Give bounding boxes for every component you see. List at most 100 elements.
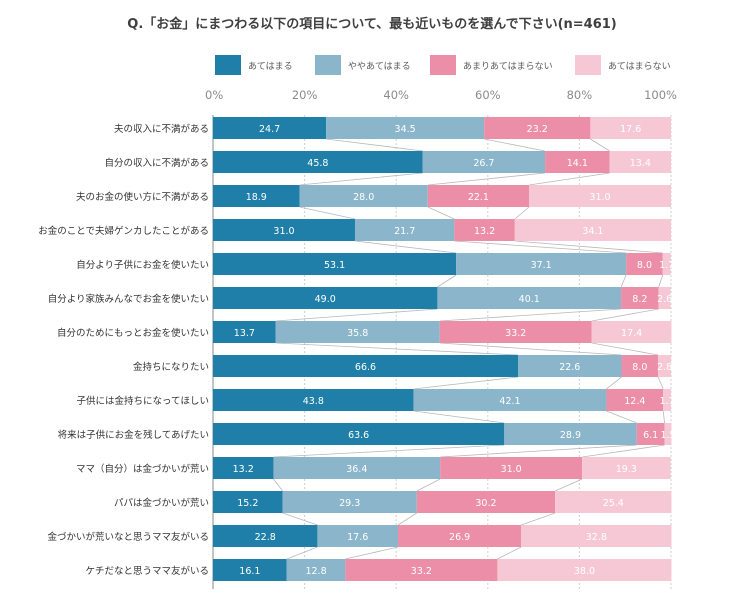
bar-segment [626,253,663,275]
category-label: 金づかいが荒いなと思うママ友がいる [47,531,209,543]
series-connector [413,376,519,390]
bar-segment [213,457,274,479]
bar-value-label: 8.0 [637,260,652,271]
bar-segment [521,525,672,547]
chart-title: Q.「お金」にまつわる以下の項目について、最も近いものを選んで下さい(n=461… [127,16,616,32]
bar-value-label: 29.3 [339,498,360,509]
category-labels: 夫の収入に不満がある自分の収入に不満がある夫のお金の使い方に不満があるお金のこと… [38,123,209,577]
bar-segment [609,151,671,173]
series-connector [554,478,583,492]
bar-segment [299,185,428,207]
bar-segment [662,253,671,275]
bar-value-label: 17.6 [620,124,641,135]
series-connector [282,512,318,526]
series-connector [606,410,637,424]
x-tick-label: 20% [292,88,318,102]
bar-segment [213,355,519,377]
bar-segment [416,491,556,513]
legend-swatch-2 [315,55,341,75]
bar-value-label: 33.2 [411,566,432,577]
bar-segment [213,219,355,241]
bar-segment [213,389,414,411]
series-connector [658,274,664,288]
category-label: ママ（自分）は金づかいが荒い [76,463,209,475]
bar-segment [591,321,672,343]
bar-value-label: 1.5 [660,430,675,441]
bar-value-label: 16.1 [239,566,260,577]
bar-segment [213,185,300,207]
category-label: ケチだなと思うママ友がいる [85,565,209,577]
bar-segment [590,117,671,139]
bar-value-label: 19.3 [616,464,637,475]
series-connector [299,172,423,186]
bar-segment [555,491,672,513]
bar-segment [439,321,592,343]
bar-value-label: 31.0 [273,226,294,237]
series-connector [582,444,665,458]
series-connector [591,308,659,322]
bar-value-label: 12.8 [305,566,326,577]
bar-segment [663,389,671,411]
bar-segment [545,151,610,173]
series-connector [620,274,627,288]
x-tick-label: 0% [205,88,223,102]
bar-value-label: 22.6 [559,362,580,373]
bar-segment [213,559,287,581]
bar-value-label: 1.7 [659,260,674,271]
bar-segment [437,287,622,309]
bar-value-label: 53.1 [324,260,345,271]
bar-value-label: 40.1 [519,294,540,305]
category-label: 自分の収入に不満がある [104,157,209,169]
bar-value-label: 2.6 [657,294,672,305]
bar-value-label: 34.1 [582,226,603,237]
legend-label-4: あてはまらない [608,61,671,72]
category-label: お金のことで夫婦ゲンカしたことがある [38,225,209,237]
bar-value-label: 34.5 [395,124,416,135]
legend-swatch-4 [575,55,601,75]
x-tick-label: 40% [383,88,409,102]
bar-value-label: 28.0 [353,192,374,203]
x-axis-ticks: 0% 20% 40% 60% 80% 100% [205,88,677,102]
series-connector [345,546,399,560]
legend-label-3: あまりあてはまらない [463,61,553,72]
bar-value-label: 63.6 [348,430,369,441]
category-label: パパは金づかいが荒い [114,497,209,509]
bar-segment [658,355,671,377]
bar-value-label: 42.1 [499,396,520,407]
bar-value-label: 12.4 [624,396,645,407]
bar-segment [282,491,417,513]
bar-segment [529,185,671,207]
series-connector [439,308,622,322]
series-connector [275,342,519,356]
bar-segment [413,389,607,411]
bars: 24.7 34.5 23.2 17.6 45.8 26.7 14.1 13.4 18.9 28.0… [213,117,676,581]
bar-segment [440,457,583,479]
bar-segment [275,321,440,343]
series-connector [413,410,505,424]
legend-label-1: あてはまる [248,61,293,72]
bar-value-label: 25.4 [603,498,624,509]
series-connector [273,444,505,458]
bar-value-label: 8.2 [632,294,647,305]
series-connector [606,376,622,390]
bar-segment [213,525,318,547]
legend-label-2: ややあてはまる [348,61,411,72]
bar-value-label: 13.4 [630,158,651,169]
bar-value-label: 1.7 [660,396,675,407]
bar-value-label: 15.2 [237,498,258,509]
category-label: 自分より家族みんなでお金を使いたい [48,293,209,305]
series-connector [354,240,457,254]
series-connector [427,172,546,186]
series-connector [326,138,423,152]
legend-swatch-3 [430,55,456,75]
series-connector [416,478,441,492]
series-connector [662,410,665,424]
bar-segment [422,151,546,173]
bar-segment [286,559,346,581]
bar-value-label: 22.8 [255,532,276,543]
category-label: 将来は子供にお金を残してあげたい [58,429,209,441]
bar-value-label: 24.7 [259,124,280,135]
x-tick-label: 100% [644,88,677,102]
bar-segment [213,287,438,309]
bar-value-label: 6.1 [643,430,658,441]
